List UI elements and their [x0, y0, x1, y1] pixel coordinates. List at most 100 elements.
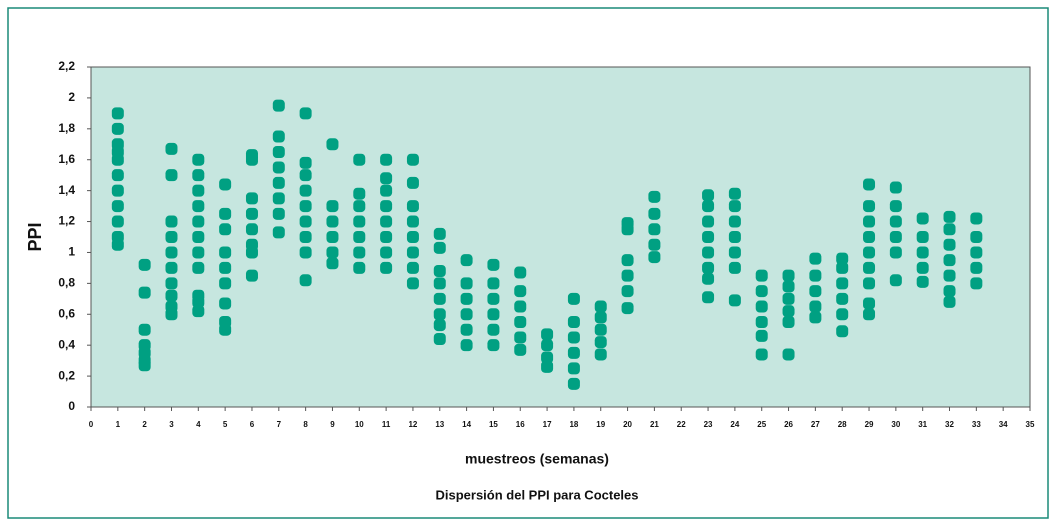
point: [433, 227, 446, 240]
point: [836, 308, 849, 321]
point: [514, 285, 527, 298]
x-tick-label: 27: [811, 420, 820, 429]
point: [567, 331, 580, 344]
point: [299, 246, 312, 259]
point: [111, 184, 124, 197]
x-tick-label: 31: [918, 420, 927, 429]
point: [487, 277, 500, 290]
point: [192, 231, 205, 243]
point: [272, 99, 285, 112]
point: [487, 258, 500, 271]
x-tick-label: 35: [1026, 420, 1035, 429]
y-tick-label: 0,6: [58, 306, 75, 320]
point: [353, 261, 366, 274]
point: [111, 138, 124, 151]
chart-title: Dispersión del PPI para Cocteles: [435, 487, 638, 502]
point: [433, 333, 446, 345]
point: [272, 192, 285, 205]
point: [702, 215, 715, 228]
point: [541, 339, 554, 352]
point: [460, 277, 473, 290]
point: [594, 336, 607, 349]
y-tick-label: 0,2: [58, 368, 75, 382]
x-tick-label: 0: [89, 420, 94, 429]
point: [272, 146, 285, 158]
point: [406, 176, 419, 189]
point: [299, 231, 312, 243]
point: [272, 207, 285, 220]
x-tick-label: 7: [277, 420, 282, 429]
point: [111, 215, 124, 228]
point: [916, 246, 929, 259]
y-tick-label: 1,2: [58, 214, 75, 228]
point: [702, 246, 715, 259]
point: [272, 161, 285, 174]
point: [863, 178, 876, 191]
y-tick-label: 2,2: [58, 59, 75, 73]
point: [406, 215, 419, 228]
point: [702, 291, 715, 304]
point: [755, 300, 768, 313]
point: [889, 181, 902, 194]
x-tick-label: 21: [650, 420, 659, 429]
point: [728, 294, 741, 307]
x-tick-label: 30: [891, 420, 900, 429]
point: [380, 172, 393, 185]
point: [916, 261, 929, 274]
point: [514, 316, 527, 328]
x-tick-label: 15: [489, 420, 498, 429]
point: [245, 207, 258, 220]
y-tick-label: 2: [68, 90, 75, 104]
point: [353, 246, 366, 259]
point: [460, 292, 473, 305]
x-tick-label: 28: [838, 420, 847, 429]
x-tick-label: 11: [382, 420, 391, 429]
point: [353, 153, 366, 166]
point: [353, 200, 366, 213]
point: [192, 153, 205, 166]
point: [728, 215, 741, 228]
point: [809, 252, 822, 265]
point: [567, 292, 580, 305]
point: [970, 212, 983, 225]
point: [272, 176, 285, 189]
point: [863, 261, 876, 274]
point: [863, 308, 876, 321]
x-tick-label: 18: [569, 420, 578, 429]
point: [943, 285, 956, 298]
point: [111, 169, 124, 182]
point: [836, 325, 849, 338]
point: [299, 184, 312, 197]
y-tick-label: 1,6: [58, 152, 75, 166]
x-tick-label: 6: [250, 420, 255, 429]
point: [648, 223, 661, 236]
point: [970, 246, 983, 259]
point: [219, 178, 232, 191]
point: [863, 231, 876, 243]
y-tick-label: 1,8: [58, 121, 75, 135]
x-tick-label: 4: [196, 420, 201, 429]
point: [219, 207, 232, 220]
point: [406, 200, 419, 213]
point: [487, 339, 500, 352]
point: [970, 231, 983, 243]
point: [326, 215, 339, 228]
point: [863, 200, 876, 213]
point: [782, 316, 795, 328]
point: [943, 210, 956, 223]
point: [433, 265, 446, 277]
point: [380, 246, 393, 259]
point: [755, 348, 768, 361]
point: [192, 169, 205, 182]
x-tick-label: 9: [330, 420, 335, 429]
point: [648, 238, 661, 251]
point: [809, 285, 822, 298]
x-tick-label: 23: [704, 420, 713, 429]
point: [165, 169, 178, 182]
point: [219, 297, 232, 310]
point: [514, 343, 527, 356]
point: [541, 360, 554, 373]
x-tick-label: 13: [435, 420, 444, 429]
point: [943, 269, 956, 282]
